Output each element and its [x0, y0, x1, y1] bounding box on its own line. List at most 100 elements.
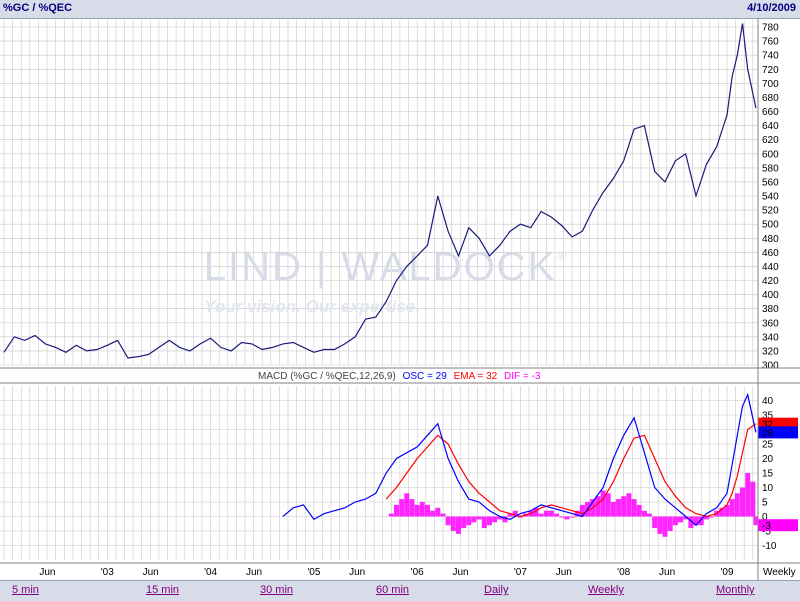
dif-bar	[688, 516, 694, 529]
dif-bar	[487, 516, 492, 526]
date-label: 4/10/2009	[747, 2, 796, 14]
time-tick-label: Jun	[452, 567, 468, 578]
dif-bar	[662, 516, 668, 537]
dif-bar	[554, 513, 560, 517]
macd-tick-label: 40	[762, 396, 774, 407]
price-tick-label: 540	[762, 192, 779, 203]
price-tick-label: 580	[762, 163, 779, 174]
ema-badge-value: 32	[762, 420, 774, 431]
chart-header: %GC / %QEC 4/10/2009	[0, 0, 800, 19]
dif-bar	[657, 516, 663, 534]
timeframe-weekly-link[interactable]: Weekly	[588, 584, 624, 596]
macd-prefix: MACD (%GC / %QEC,12,26,9)	[258, 371, 396, 382]
dif-bar	[445, 516, 451, 526]
dif-bar	[574, 510, 580, 517]
dif-bar	[600, 490, 606, 517]
dif-bar	[492, 516, 498, 523]
dif-bar	[734, 493, 740, 517]
dif-bar	[425, 504, 430, 517]
price-tick-label: 620	[762, 135, 779, 146]
price-tick-label: 700	[762, 79, 779, 90]
watermark-brand: LIND | WALDOCK	[204, 245, 557, 289]
dif-bar	[709, 516, 714, 518]
dif-bar	[533, 507, 539, 517]
macd-tick-label: 5	[762, 498, 768, 509]
price-line	[3, 23, 757, 359]
macd-tick-label: -10	[762, 541, 777, 552]
dif-bar	[631, 499, 637, 517]
price-series	[3, 23, 757, 359]
dif-bar	[667, 516, 673, 531]
timeframe-30min-link[interactable]: 30 min	[260, 584, 294, 596]
dif-bar	[481, 516, 487, 529]
dif-bar	[502, 516, 508, 523]
timeframe-daily-link[interactable]: Daily	[484, 584, 509, 596]
dif-bar	[626, 493, 632, 517]
price-tick-label: 640	[762, 121, 779, 132]
timeframe-60min-link[interactable]: 60 min	[376, 584, 410, 596]
timeframe-15min-link[interactable]: 15 min	[146, 584, 180, 596]
dif-bar	[476, 516, 482, 520]
time-tick-label: Jun	[659, 567, 675, 578]
dif-bar	[414, 504, 420, 517]
chart-area: LIND | WALDOCK ® Your vision. Our expert…	[0, 18, 800, 580]
price-tick-label: 440	[762, 262, 779, 273]
time-axis-labels: Jun '03 Jun '04 Jun '05 Jun '06 Jun '07 Jun '08 Jun '…	[39, 567, 795, 578]
time-tick-label: '06	[411, 567, 424, 578]
watermark-registered: ®	[558, 249, 567, 263]
ema-line	[385, 423, 757, 518]
dif-bar	[672, 516, 678, 526]
timeframe-monthly-link[interactable]: Monthly	[716, 584, 755, 596]
dif-bar	[652, 516, 658, 529]
macd-tick-label: 35	[762, 411, 774, 422]
price-tick-label: 460	[762, 248, 779, 259]
dif-bar	[430, 510, 436, 517]
dif-bar	[647, 513, 652, 517]
price-grid	[0, 20, 758, 366]
watermark: LIND | WALDOCK ® Your vision. Our expert…	[204, 245, 567, 316]
time-tick-label: '09	[720, 567, 733, 578]
symbol-label: %GC / %QEC	[3, 2, 73, 14]
price-tick-label: 320	[762, 346, 779, 357]
time-tick-label: '03	[101, 567, 114, 578]
price-tick-label: 500	[762, 220, 779, 231]
macd-label-bar	[0, 368, 800, 383]
time-tick-label: Jun	[556, 567, 572, 578]
dif-bar	[399, 499, 405, 517]
timeframe-5min-link[interactable]: 5 min	[12, 584, 39, 596]
dif-bar	[564, 516, 570, 520]
dif-bar	[579, 504, 585, 517]
dif-bar	[388, 513, 394, 517]
dif-bar	[678, 516, 683, 523]
dif-bar	[471, 516, 477, 523]
dif-bar	[641, 510, 647, 517]
watermark-tagline: Your vision. Our expertise.	[204, 297, 420, 316]
dif-bar	[569, 516, 575, 518]
dif-bar	[703, 516, 709, 520]
price-tick-label: 520	[762, 206, 779, 217]
dif-bar	[693, 516, 699, 526]
dif-bar	[440, 513, 446, 517]
price-tick-label: 360	[762, 318, 779, 329]
macd-grid	[0, 386, 758, 560]
dif-bar	[621, 496, 627, 517]
macd-tick-label: 10	[762, 483, 774, 494]
price-tick-label: 560	[762, 177, 779, 188]
macd-dif-label: DIF = -3	[504, 371, 541, 382]
dif-bar	[753, 516, 759, 526]
price-tick-label: 720	[762, 65, 779, 76]
dif-bar	[605, 493, 611, 517]
dif-histogram	[388, 473, 759, 537]
macd-indicator-label: MACD (%GC / %QEC,12,26,9) OSC = 29 EMA =…	[258, 371, 541, 382]
macd-tick-label: 20	[762, 454, 774, 465]
price-tick-label: 760	[762, 37, 779, 48]
osc-badge	[758, 426, 798, 439]
dif-bar	[559, 516, 565, 518]
dif-bar	[466, 516, 472, 526]
dif-bar	[507, 513, 513, 517]
dif-bar	[394, 504, 399, 517]
dif-bar	[548, 510, 554, 517]
price-tick-label: 740	[762, 51, 779, 62]
dif-bar	[409, 499, 415, 517]
dif-bar	[724, 504, 730, 517]
